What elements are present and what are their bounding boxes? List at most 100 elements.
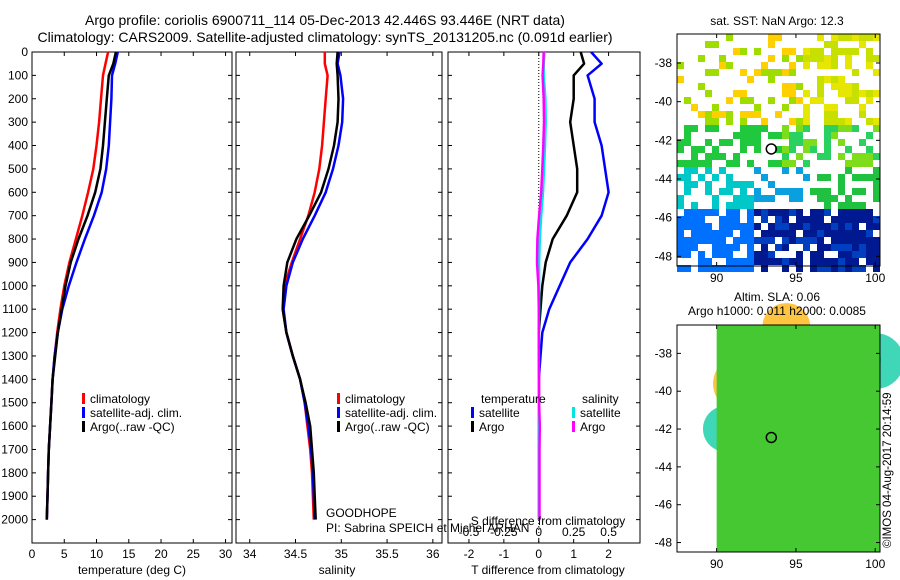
x-tick-label: 10 bbox=[90, 547, 104, 561]
x-tick-label: 100 bbox=[865, 271, 885, 285]
y-tick-label: -48 bbox=[655, 249, 673, 263]
x-tick-label: 30 bbox=[219, 547, 233, 561]
salinity-panel: 34 34.5 35 35.5 36 bbox=[235, 51, 443, 561]
y-tick-label: -44 bbox=[655, 172, 673, 186]
legend-swatch bbox=[337, 407, 340, 418]
x-tick-label: 20 bbox=[154, 547, 168, 561]
difference-legend-salinity: salinity satellite Argo bbox=[572, 392, 621, 434]
series-line-satellite-adj--clim- bbox=[282, 51, 345, 520]
copyright-timestamp: ©IMOS 04-Aug-2017 20:14:59 bbox=[882, 392, 894, 548]
legend-item-satellite: satellite bbox=[572, 406, 621, 420]
top-tick-label: -0.25 bbox=[490, 525, 518, 539]
legend-item-satellite: satellite-adj. clim. bbox=[337, 406, 437, 420]
legend-label: Argo bbox=[580, 420, 606, 434]
x-tick-label: -2 bbox=[464, 547, 475, 561]
difference-legend-temperature: temperature satellite Argo bbox=[471, 392, 546, 434]
legend-swatch bbox=[82, 421, 85, 432]
y-tick-label: 1100 bbox=[2, 302, 28, 316]
y-tick-label: -42 bbox=[655, 133, 673, 147]
legend-item-argo: Argo bbox=[572, 420, 621, 434]
salinity-legend: climatology satellite-adj. clim. Argo(..… bbox=[337, 392, 437, 434]
top-tick-label: -0.5 bbox=[459, 525, 480, 539]
top-tick-label: 0.5 bbox=[600, 525, 617, 539]
legend-item-argo: Argo(..raw -QC) bbox=[337, 420, 437, 434]
argo-location-marker bbox=[765, 431, 778, 444]
x-tick-label: 36 bbox=[426, 547, 440, 561]
y-tick-label: -48 bbox=[655, 536, 673, 550]
series-line-argo---raw--qc- bbox=[281, 51, 340, 520]
y-tick-label: 900 bbox=[8, 255, 28, 269]
legend-swatch bbox=[82, 407, 85, 418]
pi-label: PI: Sabrina SPEICH et Michel ARHAN bbox=[326, 521, 530, 535]
difference-x-label: T difference from climatology bbox=[471, 563, 625, 577]
legend-item-argo: Argo bbox=[471, 420, 546, 434]
y-tick-label: 1800 bbox=[1, 466, 28, 480]
y-tick-label: 400 bbox=[8, 139, 28, 153]
temperature-x-label: temperature (deg C) bbox=[77, 563, 187, 577]
x-tick-label: 34.5 bbox=[284, 547, 308, 561]
legend-item-satellite: satellite-adj. clim. bbox=[82, 406, 182, 420]
y-tick-label: 1400 bbox=[1, 372, 28, 386]
y-tick-label: 600 bbox=[8, 185, 28, 199]
legend-item-satellite: satellite bbox=[471, 406, 546, 420]
y-tick-label: -42 bbox=[655, 422, 673, 436]
x-tick-label: 5 bbox=[61, 547, 68, 561]
legend-title: temperature bbox=[481, 392, 546, 406]
series-line-argo---raw--qc- bbox=[45, 51, 118, 520]
map-frame bbox=[676, 324, 881, 553]
y-tick-label: 200 bbox=[8, 92, 28, 106]
y-tick-label: 700 bbox=[8, 209, 28, 223]
legend-label: satellite bbox=[580, 406, 621, 420]
title-line-2: Climatology: CARS2009. Satellite-adjuste… bbox=[37, 29, 613, 45]
difference-top-label: S difference from climatology bbox=[470, 514, 626, 528]
sst-map-title: sat. SST: NaN Argo: 12.3 bbox=[710, 14, 844, 28]
y-tick-label: -46 bbox=[655, 211, 673, 225]
x-tick-label: 35.5 bbox=[375, 547, 399, 561]
x-tick-label: 25 bbox=[187, 547, 201, 561]
y-tick-label: 2000 bbox=[1, 513, 28, 527]
sla-map-title: Altim. SLA: 0.06 bbox=[733, 290, 821, 304]
y-tick-label: -46 bbox=[655, 498, 673, 512]
legend-swatch bbox=[572, 421, 575, 432]
plot-frame bbox=[235, 51, 443, 544]
legend-label: climatology bbox=[345, 392, 406, 406]
x-tick-label: 95 bbox=[789, 271, 803, 285]
y-tick-label: 800 bbox=[8, 232, 28, 246]
salinity-x-label: salinity bbox=[318, 563, 356, 577]
map-pixels bbox=[677, 34, 880, 272]
legend-swatch bbox=[572, 407, 575, 418]
x-tick-label: 100 bbox=[865, 557, 885, 571]
map-frame bbox=[676, 33, 881, 267]
sla-field bbox=[716, 325, 880, 552]
y-tick-label: 1000 bbox=[1, 279, 28, 293]
legend-title: salinity bbox=[582, 392, 619, 406]
x-tick-label: 1 bbox=[570, 547, 577, 561]
argo-location-marker bbox=[765, 143, 778, 155]
legend-label: satellite bbox=[479, 406, 520, 420]
y-tick-label: 500 bbox=[8, 162, 28, 176]
legend-label: Argo bbox=[479, 420, 505, 434]
x-tick-label: 0 bbox=[535, 547, 542, 561]
legend-label: Argo(..raw -QC) bbox=[345, 420, 430, 434]
x-tick-label: 0 bbox=[29, 547, 36, 561]
x-tick-label: 90 bbox=[710, 557, 724, 571]
sla-map-subtitle: Argo h1000: 0.011 h2000: 0.0085 bbox=[688, 304, 866, 318]
title-line-1: Argo profile: coriolis 6900711_114 05-De… bbox=[85, 12, 565, 28]
x-tick-label: 95 bbox=[789, 557, 803, 571]
legend-swatch bbox=[337, 393, 340, 404]
x-tick-label: 34 bbox=[243, 547, 257, 561]
x-tick-label: 15 bbox=[122, 547, 136, 561]
y-tick-label: 1600 bbox=[1, 419, 28, 433]
legend-label: satellite-adj. clim. bbox=[90, 406, 183, 420]
legend-label: Argo(..raw -QC) bbox=[90, 420, 175, 434]
y-tick-label: 300 bbox=[8, 115, 28, 129]
y-tick-label: 1900 bbox=[1, 489, 28, 503]
temperature-legend: climatology satellite-adj. clim. Argo(..… bbox=[82, 392, 182, 434]
y-tick-label: 100 bbox=[8, 68, 28, 82]
y-tick-label: -38 bbox=[655, 56, 673, 70]
sla-map-panel: -48 -46 -44 -42 -40 -38 90 95 100 bbox=[655, 303, 900, 571]
legend-item-climatology: climatology bbox=[82, 392, 182, 406]
x-tick-label: 90 bbox=[710, 271, 724, 285]
